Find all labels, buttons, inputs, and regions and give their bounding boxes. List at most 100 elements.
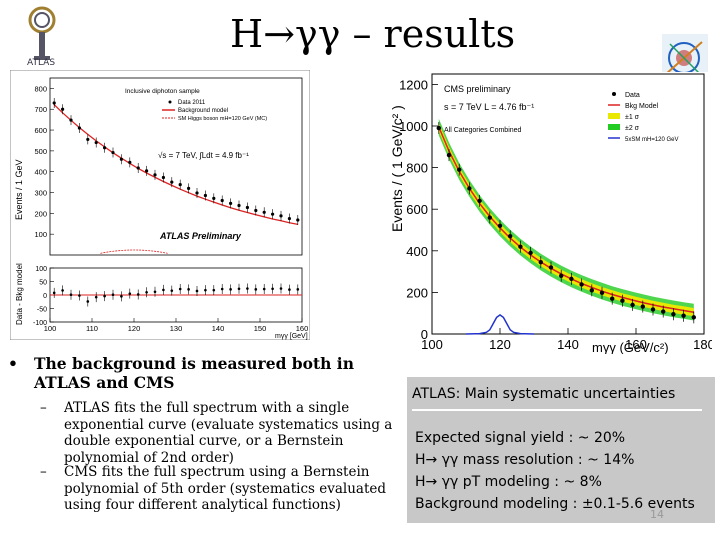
cms-data-point [630, 302, 635, 308]
atlas-data-point [229, 201, 233, 205]
atlas-data-point [296, 218, 300, 222]
atlas-residual-point [178, 287, 182, 291]
atlas-residual-point [111, 293, 115, 297]
atlas-data-point [94, 140, 98, 145]
cms-legend-data: Data [625, 92, 640, 99]
cms-data-point [487, 215, 492, 220]
cms-data-point [610, 296, 615, 301]
cms-signal-line [465, 313, 535, 335]
atlas-signal-line [100, 249, 168, 254]
cms-legend-data-marker [612, 92, 616, 96]
atlas-y-tick-label: 700 [34, 105, 47, 114]
cms-legend-2sigma-swatch [608, 124, 620, 130]
atlas-residual-point [195, 289, 199, 293]
cms-x-tick-label: 140 [557, 337, 579, 352]
atlas-data-point [178, 183, 182, 187]
cms-x-tick-label: 160 [625, 337, 647, 352]
atlas-residual-point [246, 287, 249, 290]
cms-y-tick-label: 1200 [399, 77, 428, 92]
atlas-y-tick-label: 500 [34, 147, 47, 156]
cms-data-point [691, 315, 696, 320]
cms-y-tick-label: 0 [421, 327, 428, 342]
atlas-lower-y-tick-label: -100 [33, 320, 47, 327]
cms-data-point [650, 307, 656, 312]
atlas-lower-y-tick-label: 0 [43, 293, 47, 300]
atlas-data-point [262, 210, 266, 214]
cms-legend-signal: 5xSM mH=120 GeV [625, 137, 679, 143]
dash-icon: – [40, 464, 47, 480]
cms-y-tick-label: 200 [406, 285, 428, 300]
bullet-sub-atlas-text: ATLAS fits the full spectrum with a sing… [64, 400, 393, 466]
atlas-chart-title: Inclusive diphoton sample [125, 88, 200, 95]
atlas-residual-point [262, 287, 266, 291]
atlas-residual-point [279, 287, 283, 290]
atlas-residual-point [94, 295, 98, 299]
cms-y-axis-label: Events / ( 1 GeV/c² ) [389, 105, 405, 232]
cms-data-point [569, 276, 574, 282]
atlas-data-point [212, 196, 216, 200]
atlas-data-point [61, 107, 65, 111]
atlas-residual-point [120, 295, 123, 298]
cms-chart: 0 200 400 600 800 1000 1200 100 120 140 160 180 Eve… [382, 72, 712, 354]
atlas-legend-signal: SM Higgs boson mH=120 GeV (MC) [178, 116, 267, 122]
atlas-x-tick-label: 120 [128, 324, 141, 333]
cms-legend: Data Bkg Model ±1 σ ±2 σ 5xSM mH=120 GeV [608, 92, 679, 143]
slide-title: H→γγ – results [230, 12, 516, 56]
atlas-data-point [86, 137, 90, 142]
atlas-data-point [170, 180, 174, 184]
cms-data-point [559, 273, 564, 278]
cms-data-point [681, 313, 686, 318]
cms-y-tick-label: 800 [406, 161, 428, 176]
cms-data-point [620, 298, 625, 303]
cms-legend-1sigma: ±1 σ [625, 114, 640, 121]
atlas-x-tick-label: 100 [44, 324, 57, 333]
atlas-data-point [145, 169, 149, 173]
systematics-item: H→ γγ pT modeling : ~ 8% [415, 474, 602, 490]
atlas-legend-bkg: Background model [178, 108, 228, 114]
atlas-residual-point [128, 292, 132, 295]
cms-data-point [477, 198, 482, 204]
atlas-residual-point [288, 288, 291, 291]
cms-legend-bkg: Bkg Model [625, 103, 659, 110]
systematics-item: Background modeling : ±0.1-5.6 events [415, 496, 695, 512]
cms-data-point [579, 282, 584, 287]
atlas-data-point [103, 146, 107, 150]
atlas-data-point [254, 208, 258, 213]
cms-data-point [457, 167, 462, 172]
bullet-sub-cms-text: CMS fits the full spectrum using a Berns… [64, 464, 387, 513]
atlas-data-point [128, 160, 132, 164]
atlas-chart: 100 200 300 400 500 600 700 800 -100 -50 0 50 100 100… [10, 70, 310, 340]
cms-data-point [446, 152, 452, 158]
atlas-lower-y-tick-label: -50 [37, 307, 47, 314]
atlas-y-axis-label: Events / 1 GeV [14, 159, 24, 220]
cms-data-point [508, 234, 513, 239]
cms-x-axis-label: mγγ (GeV/c²) [592, 340, 669, 354]
cms-legend-2sigma: ±2 σ [625, 125, 640, 132]
cms-x-tick-label: 120 [489, 337, 511, 352]
atlas-data-point [136, 166, 140, 170]
atlas-residual-point [170, 289, 174, 292]
atlas-residual-point [153, 290, 157, 294]
atlas-y-tick-label: 300 [34, 189, 47, 198]
atlas-residual-point [103, 294, 106, 298]
atlas-data-point [111, 150, 115, 155]
atlas-residual-point [69, 293, 73, 297]
systematics-item: Expected signal yield : ~ 20% [415, 430, 626, 446]
atlas-x-tick-label: 150 [254, 324, 267, 333]
cms-data-point [661, 309, 666, 314]
atlas-data-point [271, 212, 275, 216]
atlas-residual-point [254, 288, 258, 291]
cms-data-point [467, 186, 472, 191]
cms-x-tick-label: 100 [421, 337, 443, 352]
cms-data-point [528, 250, 533, 256]
atlas-residual-point [145, 291, 148, 294]
atlas-data-point [279, 214, 283, 218]
atlas-y-tick-label: 200 [34, 209, 47, 218]
atlas-data-point [203, 193, 207, 198]
cms-x-tick-label: 180 [693, 337, 712, 352]
atlas-data-point [187, 186, 191, 190]
bullet-dot-icon: • [8, 354, 18, 373]
cms-data-point [671, 312, 676, 317]
atlas-residual-point [162, 288, 165, 292]
atlas-x-tick-label: 160 [296, 324, 309, 333]
